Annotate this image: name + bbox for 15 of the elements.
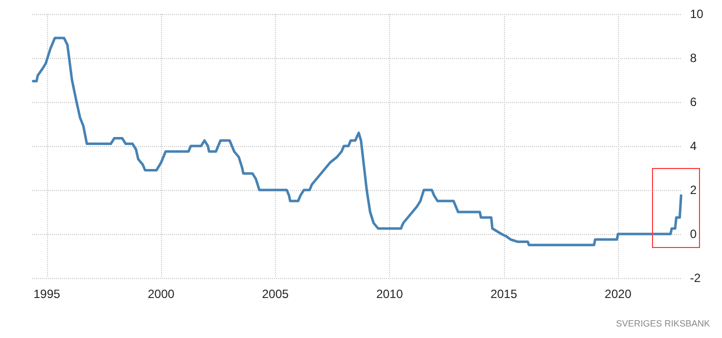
y-tick-label: 8 — [690, 51, 697, 65]
x-tick-label: 2005 — [262, 287, 289, 301]
x-tick-label: 2000 — [148, 287, 175, 301]
x-tick-label: 2010 — [376, 287, 404, 301]
x-tick-label: 1995 — [34, 287, 61, 301]
line-series — [32, 36, 682, 246]
x-tick-label: 2015 — [490, 287, 518, 301]
y-tick-label: 0 — [690, 227, 697, 241]
y-tick-label: 6 — [690, 95, 697, 109]
x-tick-label: 2020 — [604, 287, 632, 301]
y-tick-label: 2 — [690, 183, 697, 197]
text: SVERIGES RIKSBANK — [616, 318, 710, 328]
y-tick-label: 4 — [690, 139, 697, 153]
y-tick-label: -2 — [690, 271, 701, 285]
y-tick-label: 10 — [690, 7, 704, 21]
